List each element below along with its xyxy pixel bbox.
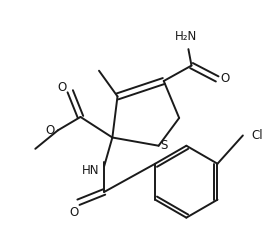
Text: O: O bbox=[221, 73, 230, 86]
Text: HN: HN bbox=[82, 164, 99, 177]
Text: O: O bbox=[45, 124, 54, 137]
Text: Cl: Cl bbox=[251, 129, 263, 142]
Text: H₂N: H₂N bbox=[175, 30, 197, 43]
Text: O: O bbox=[70, 206, 79, 219]
Text: S: S bbox=[160, 139, 168, 152]
Text: O: O bbox=[57, 81, 67, 94]
